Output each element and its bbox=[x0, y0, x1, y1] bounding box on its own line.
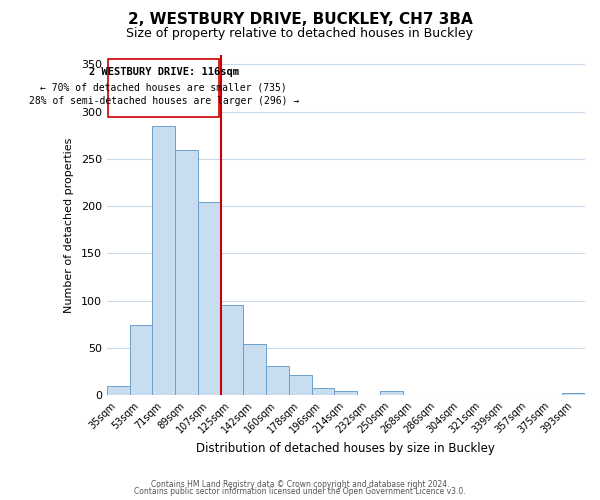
Text: Size of property relative to detached houses in Buckley: Size of property relative to detached ho… bbox=[127, 28, 473, 40]
Bar bbox=[198, 202, 221, 396]
Bar bbox=[289, 376, 312, 396]
Bar bbox=[380, 390, 403, 396]
X-axis label: Distribution of detached houses by size in Buckley: Distribution of detached houses by size … bbox=[196, 442, 496, 455]
Bar bbox=[130, 326, 152, 396]
Bar bbox=[175, 150, 198, 396]
Bar bbox=[107, 386, 130, 396]
Bar bbox=[152, 126, 175, 396]
Bar bbox=[221, 304, 244, 396]
Bar bbox=[266, 366, 289, 396]
Text: 28% of semi-detached houses are larger (296) →: 28% of semi-detached houses are larger (… bbox=[29, 96, 299, 106]
Bar bbox=[244, 344, 266, 396]
Text: Contains HM Land Registry data © Crown copyright and database right 2024.: Contains HM Land Registry data © Crown c… bbox=[151, 480, 449, 489]
Text: ← 70% of detached houses are smaller (735): ← 70% of detached houses are smaller (73… bbox=[40, 82, 287, 92]
Bar bbox=[334, 390, 357, 396]
Y-axis label: Number of detached properties: Number of detached properties bbox=[64, 138, 74, 313]
Bar bbox=[312, 388, 334, 396]
Text: Contains public sector information licensed under the Open Government Licence v3: Contains public sector information licen… bbox=[134, 488, 466, 496]
Text: 2, WESTBURY DRIVE, BUCKLEY, CH7 3BA: 2, WESTBURY DRIVE, BUCKLEY, CH7 3BA bbox=[128, 12, 472, 28]
Text: 2 WESTBURY DRIVE: 116sqm: 2 WESTBURY DRIVE: 116sqm bbox=[89, 67, 239, 77]
FancyBboxPatch shape bbox=[108, 59, 220, 118]
Bar bbox=[562, 394, 585, 396]
